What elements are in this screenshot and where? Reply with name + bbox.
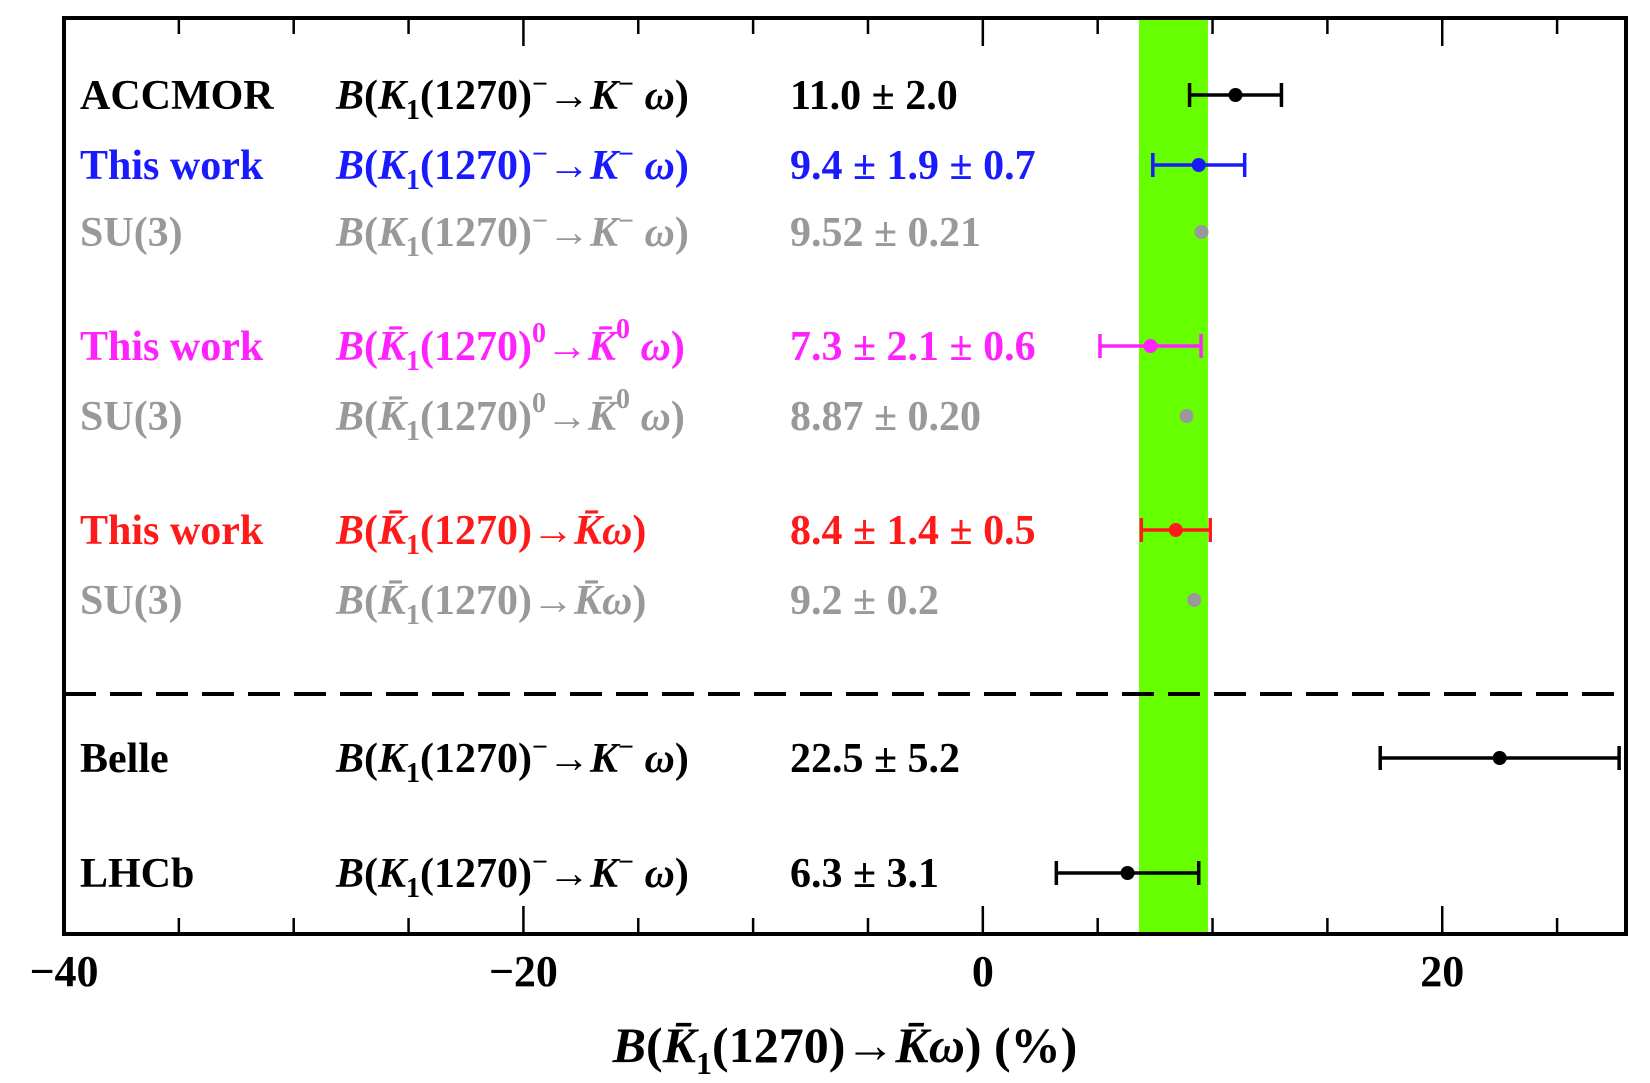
- row-quantity-label: B(K̄1(1270)→K̄ω): [335, 578, 646, 631]
- row-source-label: This work: [80, 143, 264, 189]
- axis-ticks: [62, 18, 1559, 934]
- x-tick-label: −20: [489, 947, 558, 996]
- data-point: [1492, 751, 1507, 765]
- measurement-row: SU(3) B(K1(1270)−→K− ω) 9.52 ± 0.21: [80, 206, 1209, 263]
- measurement-row: Belle B(K1(1270)−→K− ω) 22.5 ± 5.2: [80, 732, 1621, 789]
- row-value-label: 8.87 ± 0.20: [790, 394, 981, 440]
- row-source-label: SU(3): [80, 394, 183, 440]
- measurement-rows: ACCMOR B(K1(1270)−→K− ω) 11.0 ± 2.0 This wo…: [80, 69, 1621, 904]
- row-value-label: 11.0 ± 2.0: [790, 73, 958, 119]
- measurement-row: ACCMOR B(K1(1270)−→K− ω) 11.0 ± 2.0: [80, 69, 1284, 126]
- row-value-label: 22.5 ± 5.2: [790, 736, 960, 782]
- data-point: [1143, 339, 1158, 353]
- data-point: [1120, 866, 1135, 880]
- row-quantity-label: B(K1(1270)−→K− ω): [335, 206, 689, 263]
- row-source-label: SU(3): [80, 210, 183, 256]
- row-value-label: 6.3 ± 3.1: [790, 851, 939, 897]
- data-point: [1194, 225, 1209, 239]
- x-tick-label: −40: [29, 947, 98, 996]
- data-point: [1228, 88, 1243, 102]
- row-quantity-label: B(K̄1(1270)0→K̄0 ω): [335, 384, 685, 447]
- row-value-label: 7.3 ± 2.1 ± 0.6: [790, 324, 1036, 370]
- row-quantity-label: B(K̄1(1270)0→K̄0 ω): [335, 314, 685, 377]
- measurement-row: This work B(K̄1(1270)0→K̄0 ω) 7.3 ± 2.1 ± …: [80, 314, 1203, 377]
- plot-frame: [62, 16, 1628, 936]
- row-value-label: 9.52 ± 0.21: [790, 210, 981, 256]
- row-source-label: ACCMOR: [80, 73, 274, 119]
- measurement-row: This work B(K̄1(1270)→K̄ω) 8.4 ± 1.4 ± 0.5: [80, 508, 1212, 561]
- row-value-label: 9.2 ± 0.2: [790, 578, 939, 624]
- average-band: [1139, 18, 1208, 934]
- data-point: [1179, 409, 1194, 423]
- plot-frame-border: [62, 16, 1628, 936]
- row-source-label: LHCb: [80, 851, 194, 897]
- data-point: [1168, 523, 1183, 537]
- row-quantity-label: B(K̄1(1270)→K̄ω): [335, 508, 646, 561]
- average-band-rect: [1139, 18, 1208, 934]
- axis-labels: −40 −20 0 20 B(K̄1(1270)→K̄ω) (%): [29, 947, 1464, 1081]
- x-axis-title: B(K̄1(1270)→K̄ω) (%): [612, 1017, 1078, 1081]
- row-source-label: Belle: [80, 736, 169, 782]
- measurement-row: SU(3) B(K̄1(1270)0→K̄0 ω) 8.87 ± 0.20: [80, 384, 1194, 447]
- x-tick-label: 0: [972, 947, 994, 996]
- row-source-label: SU(3): [80, 578, 183, 624]
- row-value-label: 8.4 ± 1.4 ± 0.5: [790, 508, 1036, 554]
- measurement-row: This work B(K1(1270)−→K− ω) 9.4 ± 1.9 ± 0.…: [80, 139, 1247, 196]
- row-quantity-label: B(K1(1270)−→K− ω): [335, 139, 689, 196]
- row-quantity-label: B(K1(1270)−→K− ω): [335, 732, 689, 789]
- row-value-label: 9.4 ± 1.9 ± 0.7: [790, 143, 1036, 189]
- measurement-row: LHCb B(K1(1270)−→K− ω) 6.3 ± 3.1: [80, 847, 1201, 904]
- measurement-row: SU(3) B(K̄1(1270)→K̄ω) 9.2 ± 0.2: [80, 578, 1202, 631]
- x-tick-label: 20: [1420, 947, 1464, 996]
- data-point: [1187, 593, 1202, 607]
- row-source-label: This work: [80, 508, 264, 554]
- data-point: [1191, 158, 1206, 172]
- row-quantity-label: B(K1(1270)−→K− ω): [335, 69, 689, 126]
- row-quantity-label: B(K1(1270)−→K− ω): [335, 847, 689, 904]
- row-source-label: This work: [80, 324, 264, 370]
